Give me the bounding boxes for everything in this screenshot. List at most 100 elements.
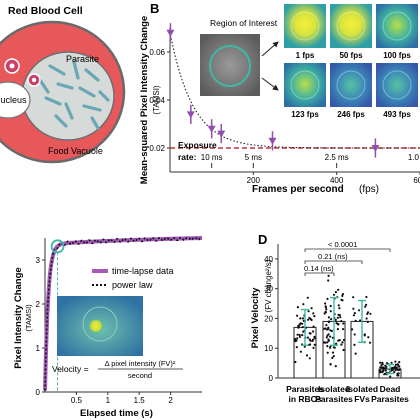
d-category-label: Dead Parasites bbox=[371, 384, 409, 404]
panel-b-ylabel-unit: (TAMSI) bbox=[152, 85, 161, 115]
d-data-point bbox=[337, 304, 340, 307]
thumbnail-image bbox=[284, 4, 326, 48]
nucleus bbox=[0, 81, 31, 119]
d-data-point bbox=[328, 320, 331, 323]
thumbnail-image bbox=[330, 4, 372, 48]
d-data-point bbox=[296, 333, 299, 336]
d-data-point bbox=[389, 375, 392, 378]
panel-c-ylabel-unit: (TAMSI) bbox=[24, 304, 33, 332]
d-data-point bbox=[379, 370, 382, 373]
d-data-point bbox=[308, 357, 311, 360]
panel-c-ylabel: Pixel Intensity Change bbox=[13, 267, 24, 368]
d-data-point bbox=[380, 366, 383, 369]
d-data-point bbox=[332, 293, 336, 296]
d-data-point bbox=[339, 316, 342, 319]
d-data-point bbox=[383, 373, 386, 376]
d-data-point bbox=[365, 317, 368, 320]
d-data-point bbox=[338, 339, 341, 342]
b-data-point bbox=[186, 111, 195, 119]
roi-circle bbox=[209, 45, 251, 87]
exposure-label: Exposure bbox=[178, 140, 217, 150]
d-data-point bbox=[394, 369, 397, 372]
d-data-point bbox=[391, 369, 394, 372]
d-data-point bbox=[366, 320, 369, 323]
d-data-point bbox=[332, 355, 335, 358]
thumbnail-image bbox=[330, 63, 372, 107]
c-ytick-label: 0 bbox=[36, 388, 41, 397]
d-data-point bbox=[329, 363, 332, 366]
d-data-point bbox=[296, 314, 299, 317]
d-data-point bbox=[327, 326, 330, 329]
d-data-point bbox=[390, 367, 393, 370]
d-data-point bbox=[329, 310, 332, 313]
panel-b-points bbox=[166, 23, 380, 158]
d-data-point bbox=[307, 310, 310, 313]
panel-c-x-ticks: 0.5 1 1.5 2 bbox=[71, 392, 173, 405]
velocity-denominator: second bbox=[128, 371, 152, 380]
d-data-point bbox=[337, 323, 340, 326]
d-data-point bbox=[311, 338, 315, 341]
b-data-point bbox=[268, 137, 277, 145]
exposure-tick-label: 5 ms bbox=[245, 153, 262, 162]
d-data-point bbox=[357, 309, 361, 312]
d-data-point bbox=[302, 330, 305, 333]
d-data-point bbox=[308, 332, 311, 335]
d-data-point bbox=[326, 345, 329, 348]
d-data-point bbox=[331, 351, 335, 354]
label-nucleus: Nucleus bbox=[0, 95, 27, 105]
b-xtick-label: 200 bbox=[247, 176, 261, 185]
panel-d-bars bbox=[293, 274, 402, 379]
d-data-point bbox=[324, 311, 327, 314]
d-data-point bbox=[306, 336, 309, 339]
panel-b-letter: B bbox=[150, 1, 159, 16]
panel-b-y-ticks: 0.02 0.04 0.06 bbox=[149, 48, 170, 153]
d-data-point bbox=[363, 333, 366, 336]
d-data-point bbox=[352, 314, 355, 317]
legend-timelapse: time-lapse data bbox=[112, 266, 174, 276]
d-ytick-label: 0 bbox=[269, 374, 274, 383]
inset-hot-spot bbox=[89, 319, 103, 333]
sig-label-2: 0.21 (ns) bbox=[318, 252, 348, 261]
c-ytick-label: 3 bbox=[36, 256, 41, 265]
b-xtick-label: 600 bbox=[413, 176, 420, 185]
d-data-point bbox=[323, 327, 326, 330]
d-data-point bbox=[313, 337, 316, 340]
d-data-point bbox=[294, 360, 297, 364]
d-data-point bbox=[364, 305, 367, 308]
d-data-point bbox=[325, 308, 328, 311]
d-category-label: Parasites in RBCs bbox=[286, 384, 324, 404]
parasite-body bbox=[21, 51, 115, 141]
thumbnail-cell bbox=[290, 70, 320, 100]
inset-cell-outline bbox=[82, 306, 118, 342]
thumbnail-cell bbox=[336, 11, 366, 41]
d-data-point bbox=[325, 328, 329, 331]
hemozoin-crystals bbox=[38, 60, 110, 130]
d-ytick-label: 10 bbox=[264, 344, 273, 353]
d-data-point bbox=[296, 306, 299, 309]
d-data-point bbox=[338, 307, 341, 310]
d-data-point bbox=[297, 324, 300, 328]
d-data-point bbox=[335, 342, 338, 345]
panel-b-ylabel: Mean-squared Pixel Intensity Change bbox=[139, 16, 150, 184]
d-data-point bbox=[299, 350, 302, 353]
d-data-point bbox=[298, 333, 301, 337]
thumbnail-label: 1 fps bbox=[296, 51, 315, 60]
panel-d-ylabel: Pixel Velocity bbox=[250, 287, 261, 348]
d-data-point bbox=[301, 334, 304, 337]
d-data-point bbox=[329, 329, 332, 332]
d-data-point bbox=[337, 314, 341, 317]
d-data-point bbox=[298, 323, 301, 326]
d-data-point bbox=[385, 362, 389, 365]
d-data-point bbox=[325, 336, 328, 339]
b-ytick-label: 0.04 bbox=[149, 96, 165, 105]
panel-c: 0 1 2 3 0.5 1 1.5 2 Pixel Intensity Change (TA… bbox=[13, 236, 202, 419]
thumbnail-label: 493 fps bbox=[383, 110, 411, 119]
d-data-point bbox=[351, 328, 354, 331]
panel-a: Red Blood Cell Parasite Nucleus Food Vac… bbox=[0, 5, 126, 164]
thumbnail-label: 100 fps bbox=[383, 51, 411, 60]
d-data-point bbox=[327, 339, 330, 342]
d-data-point bbox=[384, 364, 387, 367]
d-data-point bbox=[392, 366, 395, 369]
d-data-point bbox=[352, 307, 355, 310]
